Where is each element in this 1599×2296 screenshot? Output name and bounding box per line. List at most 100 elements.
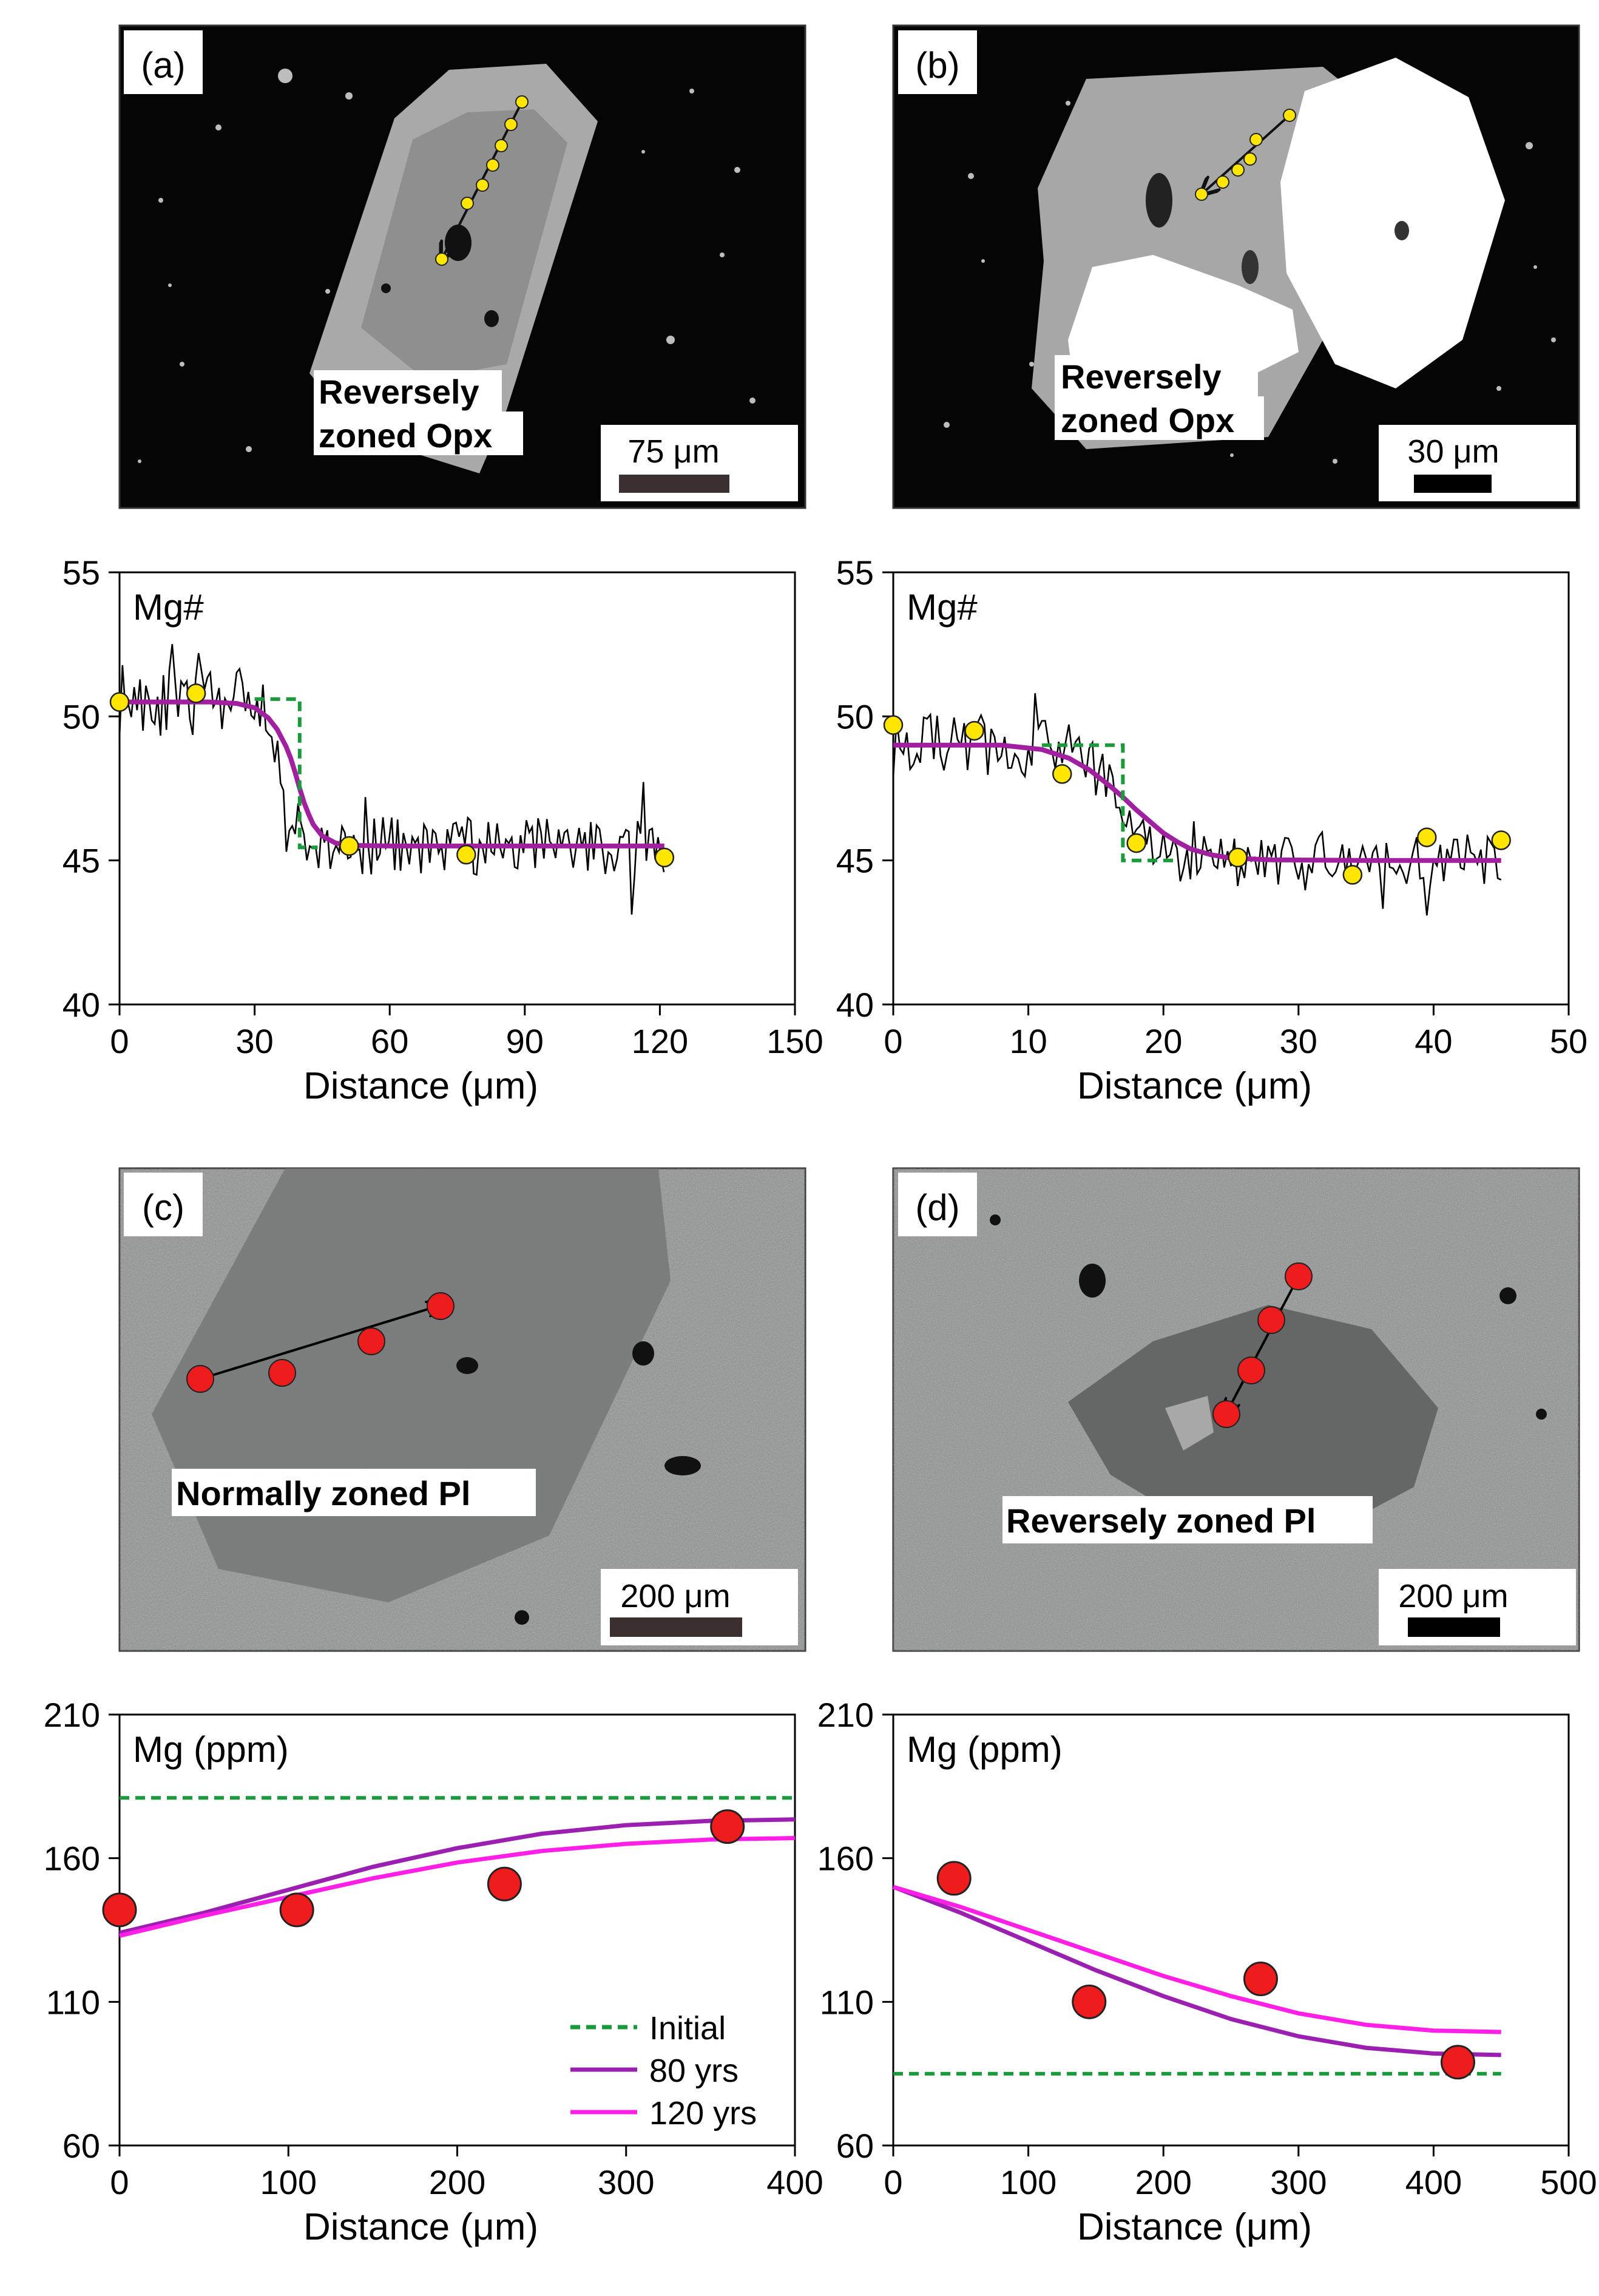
initial-profile-line xyxy=(254,697,318,850)
scale-label-a: 75 μm xyxy=(627,433,719,470)
x-tick-label: 20 xyxy=(1144,1022,1182,1060)
y-tick-label: 160 xyxy=(44,1840,100,1878)
x-tick-label: 30 xyxy=(1280,1022,1317,1060)
data-point xyxy=(1243,1961,1278,1996)
data-point xyxy=(654,847,675,868)
panel-letter-c: (c) xyxy=(142,1187,184,1228)
x-tick-label: 400 xyxy=(1405,2163,1462,2201)
caption-c: Normally zoned Pl xyxy=(176,1474,470,1512)
x-axis-label: Distance (μm) xyxy=(303,2206,538,2248)
x-tick-label: 0 xyxy=(110,1022,129,1060)
x-tick-label: 100 xyxy=(260,2163,317,2201)
y-tick-label: 40 xyxy=(836,986,874,1024)
data-point xyxy=(1052,764,1072,784)
y-tick-label: 110 xyxy=(46,1983,100,2021)
data-point xyxy=(710,1809,745,1844)
measured-profile xyxy=(892,693,1502,916)
y-tick-label: 110 xyxy=(820,1983,874,2021)
chart-pl-d: 0 100 200 300 400 500 60 110 160 210 Distance (μm)… xyxy=(817,1696,1597,2248)
data-point xyxy=(1072,1984,1107,2019)
x-tick-label: 150 xyxy=(766,1022,823,1060)
caption-a-line1: Reversely xyxy=(319,373,479,411)
x-tick-label: 50 xyxy=(1550,1022,1587,1060)
x-tick-label: 200 xyxy=(429,2163,485,2201)
y-tick-label: 210 xyxy=(44,1696,100,1734)
x-tick-label: 30 xyxy=(235,1022,273,1060)
panel-letter-b: (b) xyxy=(915,45,959,86)
image-panel-d: (d) Reversely zoned Pl 200 μm xyxy=(892,1167,1580,1652)
x-tick-label: 0 xyxy=(110,2163,129,2201)
diffusion-fit-line xyxy=(893,742,1501,863)
data-point xyxy=(487,1866,522,1901)
x-tick-label: 60 xyxy=(371,1022,408,1060)
x-tick-label: 400 xyxy=(766,2163,823,2201)
image-panel-b: (b) Reversely zoned Opx 30 μm xyxy=(892,24,1580,509)
y-tick-label: 45 xyxy=(836,842,874,880)
pl-crystal-d xyxy=(1068,1305,1438,1536)
chart-title: Mg (ppm) xyxy=(133,1729,289,1770)
legend-label: 80 yrs xyxy=(649,2053,739,2089)
bright-crystal-b xyxy=(1280,58,1505,388)
data-point xyxy=(1228,847,1248,868)
data-point xyxy=(964,720,984,741)
model-120-yrs-line xyxy=(119,1836,796,1938)
caption-a-line2: zoned Opx xyxy=(319,416,492,455)
scale-label-d: 200 μm xyxy=(1398,1578,1508,1614)
data-point xyxy=(936,1861,972,1896)
y-tick-label: 60 xyxy=(836,2127,874,2165)
chart-pl-c: 0 100 200 300 400 60 110 160 210 Distance (μm) Mg … xyxy=(44,1696,823,2248)
plot-frame xyxy=(118,571,796,1006)
model-80-yrs-line xyxy=(119,1817,796,1935)
x-tick-label: 500 xyxy=(1540,2163,1597,2201)
chart-opx-a: 0 30 60 90 120 150 40 45 50 55 Distance (μm) Mg# xyxy=(63,554,823,1107)
data-point xyxy=(186,683,206,703)
y-tick-label: 50 xyxy=(836,697,874,736)
x-tick-label: 100 xyxy=(1000,2163,1056,2201)
caption-b-line2: zoned Opx xyxy=(1061,401,1234,439)
y-tick-label: 60 xyxy=(63,2127,100,2165)
x-axis-label: Distance (μm) xyxy=(1077,1065,1312,1107)
model-120-yrs-line xyxy=(893,1885,1501,2034)
diffusion-fit-line xyxy=(120,699,664,848)
x-tick-label: 40 xyxy=(1415,1022,1452,1060)
image-panel-c: (c) Normally zoned Pl 200 μm xyxy=(118,1167,806,1652)
y-tick-label: 55 xyxy=(63,554,100,592)
y-tick-label: 160 xyxy=(817,1840,874,1878)
y-tick-label: 50 xyxy=(63,697,100,736)
legend-label: Initial xyxy=(649,2010,726,2047)
data-point xyxy=(883,715,904,735)
data-point xyxy=(102,1892,137,1928)
legend-label: 120 yrs xyxy=(649,2095,757,2132)
scale-bar-b xyxy=(1414,475,1492,493)
x-tick-label: 10 xyxy=(1009,1022,1047,1060)
profile-points-c xyxy=(186,1292,455,1393)
caption-b-line1: Reversely xyxy=(1061,357,1222,396)
x-axis-label: Distance (μm) xyxy=(1077,2206,1312,2248)
x-axis-label: Distance (μm) xyxy=(303,1065,538,1107)
data-point xyxy=(456,844,476,865)
data-point xyxy=(1342,865,1363,885)
data-point xyxy=(1417,827,1437,847)
model-80-yrs-line xyxy=(892,1885,1501,2057)
image-panel-a: (a) Reversely zoned Opx 75 μm xyxy=(118,24,806,509)
chart-title: Mg# xyxy=(133,587,204,628)
plot-frame xyxy=(892,571,1570,1006)
profile-points-d xyxy=(1212,1262,1313,1428)
y-tick-label: 45 xyxy=(63,842,100,880)
scale-label-c: 200 μm xyxy=(620,1578,730,1614)
x-tick-label: 0 xyxy=(884,1022,902,1060)
x-tick-label: 300 xyxy=(598,2163,654,2201)
x-tick-label: 90 xyxy=(506,1022,544,1060)
data-point xyxy=(279,1892,314,1928)
panel-letter-d: (d) xyxy=(915,1187,959,1228)
x-tick-label: 120 xyxy=(632,1022,688,1060)
data-point xyxy=(339,836,359,856)
scale-label-b: 30 μm xyxy=(1407,433,1499,470)
panel-letter-a: (a) xyxy=(141,45,185,86)
caption-d: Reversely zoned Pl xyxy=(1006,1502,1316,1540)
y-tick-label: 55 xyxy=(836,554,874,592)
y-tick-label: 210 xyxy=(817,1696,874,1734)
scale-bar-a xyxy=(619,475,729,493)
chart-opx-b: 0 10 20 30 40 50 40 45 50 55 Distance (μm) Mg# xyxy=(836,554,1587,1107)
